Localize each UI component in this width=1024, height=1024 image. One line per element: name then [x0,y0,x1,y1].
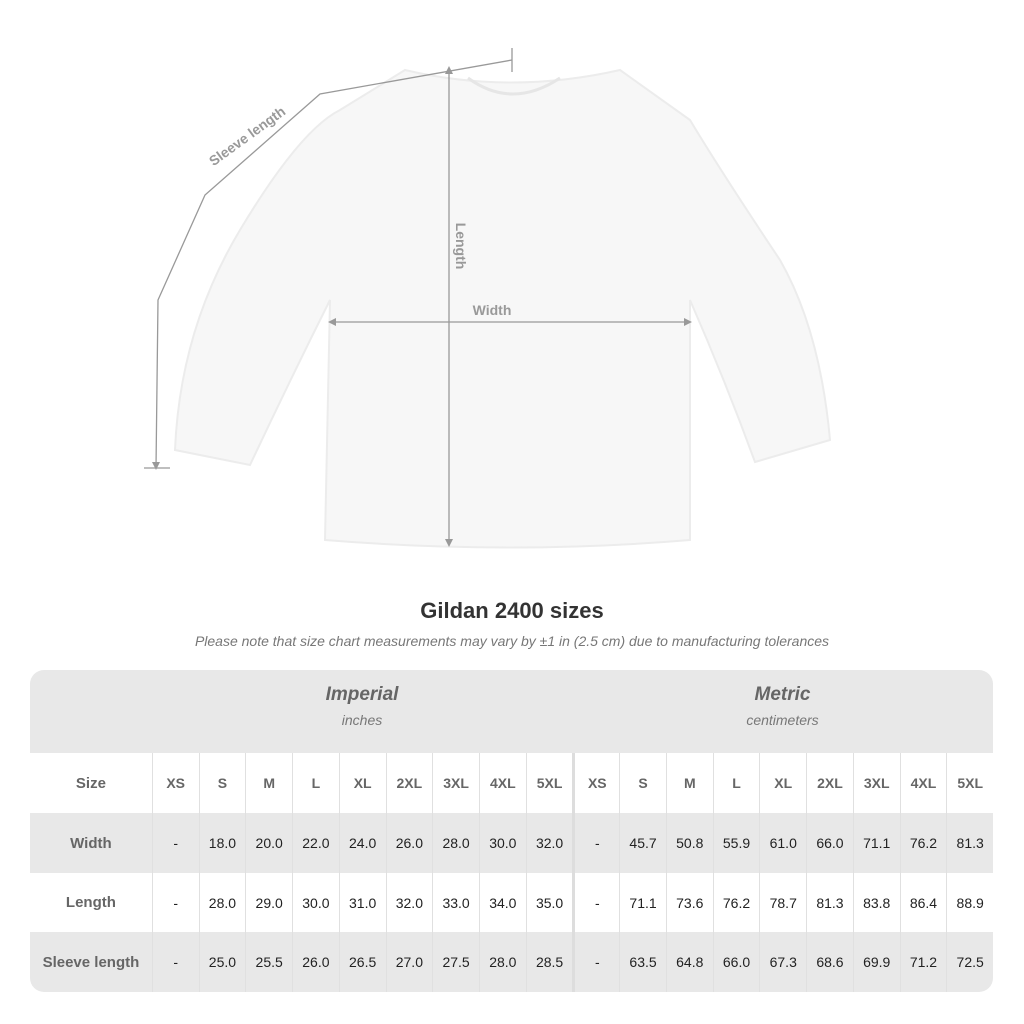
imperial-header: Imperial inches [152,684,572,728]
metric-value-cell: 88.9 [946,873,993,932]
imperial-value-cell: 30.0 [292,873,339,932]
metric-value-cell: 83.8 [852,873,900,932]
table-row: Length -28.0 29.0 30.0 31.0 32.0 33.0 34.0 35.0-… [30,873,993,932]
imperial-value-cell: 35.0 [525,873,573,932]
imperial-value-cell: 25.0 [198,932,246,992]
metric-value-cell: 45.7 [619,813,666,873]
imperial-value-cell: 22.0 [292,813,339,873]
imperial-size-header: 2XL [385,753,433,813]
metric-value-cell: 63.5 [619,932,666,992]
metric-value-cell: 64.8 [665,932,713,992]
table-row: Width -18.0 20.0 22.0 24.0 26.0 28.0 30.0 32.0-4… [30,813,993,873]
metric-size-header: XL [759,753,806,813]
metric-size-header: 3XL [852,753,900,813]
metric-value-cell: 86.4 [899,873,947,932]
imperial-value-cell: - [151,932,199,992]
imperial-value-cell: 18.0 [198,813,246,873]
metric-value-cell: 55.9 [712,813,760,873]
metric-size-header: M [665,753,713,813]
metric-size-header: S [619,753,666,813]
imperial-size-header: 3XL [432,753,479,813]
imperial-value-cell: 20.0 [245,813,292,873]
metric-value-cell: 81.3 [946,813,993,873]
imperial-size-header: XL [338,753,386,813]
metric-size-header: XS [572,753,619,813]
sleeve-length-label: Sleeve length [206,103,288,169]
page-title: Gildan 2400 sizes [420,598,604,623]
imperial-value-cell: 30.0 [478,813,526,873]
metric-size-header: 2XL [806,753,853,813]
imperial-value-cell: 25.5 [245,932,292,992]
metric-value-cell: 72.5 [946,932,993,992]
metric-value-cell: 73.6 [665,873,713,932]
imperial-value-cell: 27.0 [385,932,433,992]
imperial-size-header: S [198,753,246,813]
metric-size-header: L [712,753,760,813]
imperial-value-cell: 34.0 [478,873,526,932]
table-row: Sleeve length -25.0 25.5 26.0 26.5 27.0 27.5 28… [30,932,993,992]
metric-value-cell: - [572,932,619,992]
metric-value-cell: 81.3 [806,873,853,932]
imperial-size-header: XS [151,753,199,813]
metric-size-header: 5XL [946,753,993,813]
size-label: Size [75,774,106,792]
imperial-size-header: 5XL [525,753,573,813]
metric-value-cell: 68.6 [806,932,853,992]
metric-value-cell: 61.0 [759,813,806,873]
metric-value-cell: 76.2 [712,873,760,932]
imperial-value-cell: 28.0 [478,932,526,992]
metric-value-cell: 78.7 [759,873,806,932]
imperial-value-cell: 32.0 [525,813,573,873]
size-header-row: Size XS S M L XL 2XL 3XL 4XL 5XL XS S M L XL 2XL 3XL 4XL 5… [30,753,993,813]
sleeve-measure-line [155,59,513,469]
metric-size-header: 4XL [899,753,947,813]
imperial-value-cell: 31.0 [338,873,386,932]
imperial-value-cell: 32.0 [385,873,433,932]
imperial-size-header: L [292,753,339,813]
metric-value-cell: 71.1 [852,813,900,873]
shirt-collar [467,76,561,96]
metric-value-cell: 71.2 [899,932,947,992]
imperial-title: Imperial [325,684,399,705]
metric-value-cell: - [572,813,619,873]
imperial-size-header: 4XL [478,753,526,813]
metric-value-cell: 66.0 [806,813,853,873]
row-label: Width [70,834,112,852]
imperial-value-cell: - [151,873,199,932]
imperial-value-cell: 28.0 [432,813,479,873]
shirt-illustration [173,68,832,549]
length-label: Length [453,223,469,270]
imperial-unit: inches [341,712,383,728]
metric-value-cell: 66.0 [712,932,760,992]
metric-header: Metric centimeters [572,684,993,728]
imperial-value-cell: 24.0 [338,813,386,873]
imperial-value-cell: 29.0 [245,873,292,932]
metric-unit: centimeters [746,712,819,728]
shirt-diagram: Sleeve length Length Width [144,48,832,549]
imperial-value-cell: 26.0 [292,932,339,992]
row-label: Sleeve length [42,953,140,971]
imperial-value-cell: 26.0 [385,813,433,873]
imperial-value-cell: 26.5 [338,932,386,992]
table-header-band [30,670,993,753]
metric-value-cell: 71.1 [619,873,666,932]
width-label: Width [473,302,512,318]
imperial-size-header: M [245,753,292,813]
metric-value-cell: 67.3 [759,932,806,992]
metric-value-cell: 69.9 [852,932,900,992]
size-table: Imperial inches Metric centimeters Size X… [30,670,993,992]
imperial-value-cell: 28.0 [198,873,246,932]
imperial-value-cell: 33.0 [432,873,479,932]
imperial-value-cell: - [151,813,199,873]
metric-value-cell: - [572,873,619,932]
metric-value-cell: 76.2 [899,813,947,873]
row-label: Length [65,894,116,911]
metric-value-cell: 50.8 [665,813,713,873]
tolerance-note: Please note that size chart measurements… [194,633,830,649]
metric-title: Metric [754,684,811,705]
imperial-value-cell: 27.5 [432,932,479,992]
imperial-value-cell: 28.5 [525,932,573,992]
